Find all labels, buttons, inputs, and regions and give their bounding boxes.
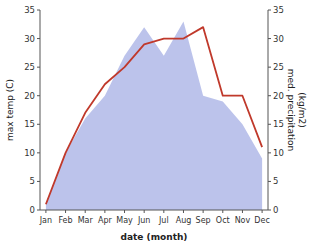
y2-tick xyxy=(268,152,271,153)
y-tick-label: 15 xyxy=(24,119,35,129)
x-axis-line xyxy=(40,210,268,211)
x-tick-label: Jun xyxy=(137,216,151,225)
y-tick xyxy=(37,10,40,11)
area xyxy=(46,21,262,210)
x-tick xyxy=(262,210,263,213)
line xyxy=(46,27,262,204)
x-axis-label: date (month) xyxy=(121,232,188,242)
y2-tick-label: 25 xyxy=(273,62,284,72)
x-tick-label: Jul xyxy=(158,216,169,225)
x-tick-label: May xyxy=(116,216,133,225)
x-tick-label: Feb xyxy=(58,216,72,225)
y-tick-label: 35 xyxy=(24,5,35,15)
x-tick-label: Apr xyxy=(98,216,113,225)
y2-tick-label: 35 xyxy=(273,5,284,15)
y2-tick xyxy=(268,124,271,125)
y2-tick xyxy=(268,210,271,211)
x-tick xyxy=(65,210,66,213)
y2-tick xyxy=(268,181,271,182)
y2-axis-label: med. precipitation xyxy=(286,69,296,151)
x-tick xyxy=(183,210,184,213)
chart: 0 5 10 15 20 25 30 35 0 5 10 15 20 25 30 35 Jan Feb Mar Apr… xyxy=(0,0,318,247)
x-tick xyxy=(203,210,204,213)
y-tick-label: 25 xyxy=(24,62,35,72)
x-tick xyxy=(104,210,105,213)
x-tick xyxy=(144,210,145,213)
y2-tick xyxy=(268,38,271,39)
y2-tick xyxy=(268,95,271,96)
plot-area xyxy=(46,21,262,210)
x-tick-label: Sep xyxy=(196,216,211,225)
x-tick-label: Oct xyxy=(216,216,230,225)
y2-axis-line xyxy=(268,10,269,210)
y-tick-label: 20 xyxy=(24,91,35,101)
x-tick-label: Aug xyxy=(176,216,192,225)
y2-tick-label: 30 xyxy=(273,34,284,44)
y2-tick xyxy=(268,10,271,11)
x-tick-label: Mar xyxy=(78,216,94,225)
x-tick xyxy=(163,210,164,213)
y-tick xyxy=(37,181,40,182)
x-tick-label: Dec xyxy=(254,216,269,225)
y2-tick xyxy=(268,67,271,68)
y2-tick-label: 0 xyxy=(273,205,278,215)
y-tick-label: 0 xyxy=(30,205,35,215)
y2-tick-label: 15 xyxy=(273,119,284,129)
y-tick xyxy=(37,38,40,39)
x-tick-label: Nov xyxy=(235,216,251,225)
y-tick-label: 5 xyxy=(30,176,35,186)
y-tick xyxy=(37,95,40,96)
y-tick xyxy=(37,124,40,125)
y2-tick-label: 5 xyxy=(273,176,278,186)
y-axis-line xyxy=(40,10,41,210)
x-tick xyxy=(242,210,243,213)
x-tick xyxy=(45,210,46,213)
y-tick xyxy=(37,152,40,153)
y-axis-label: max temp (C) xyxy=(5,79,15,141)
x-tick xyxy=(222,210,223,213)
y-tick-label: 30 xyxy=(24,34,35,44)
y2-tick-label: 20 xyxy=(273,91,284,101)
x-tick xyxy=(85,210,86,213)
y2-tick-label: 10 xyxy=(273,148,284,158)
y-tick-label: 10 xyxy=(24,148,35,158)
y-tick xyxy=(37,210,40,211)
y-tick xyxy=(37,67,40,68)
x-tick-label: Jan xyxy=(39,216,52,225)
x-tick xyxy=(124,210,125,213)
y2-axis-label: (kg/m2) xyxy=(297,92,307,127)
